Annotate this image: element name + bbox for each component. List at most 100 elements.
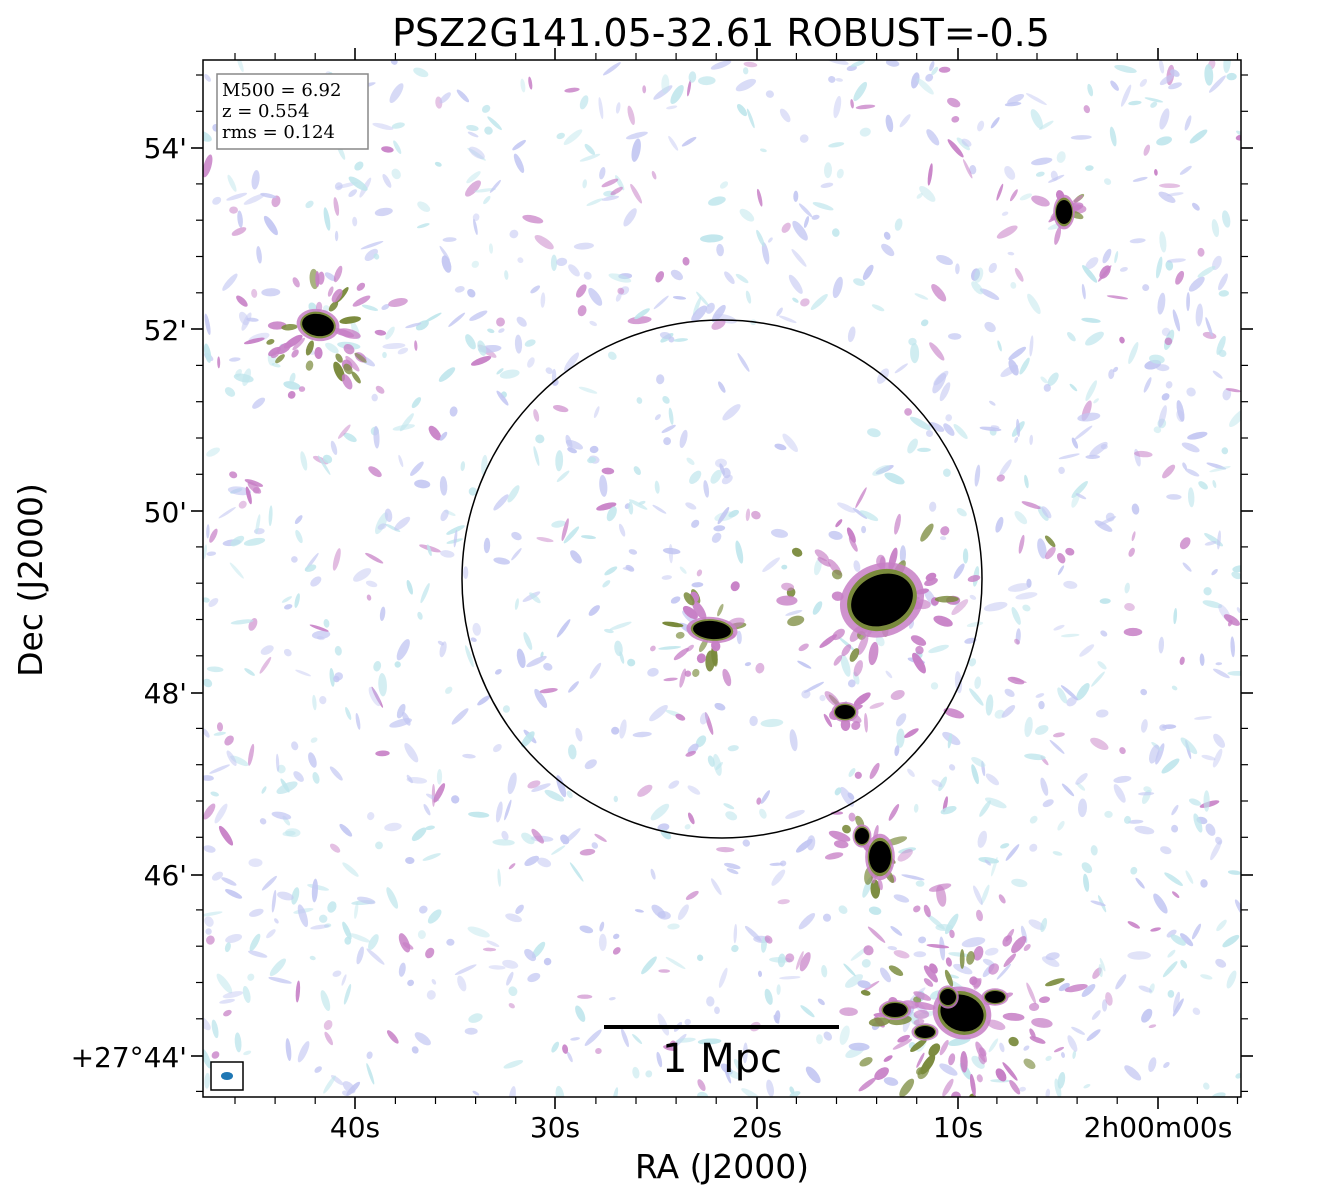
noise-blob [853,81,868,102]
noise-blob [242,368,251,387]
noise-blob [1106,295,1128,300]
noise-blob [971,756,986,768]
noise-blob [1208,75,1226,93]
noise-blob [566,790,573,799]
noise-blob [329,766,343,781]
noise-blob [540,292,546,308]
noise-blob [916,78,934,95]
noise-blob [670,596,681,604]
noise-blob [1198,481,1208,490]
source-halo [868,1017,890,1027]
source-halo [986,1019,1006,1031]
noise-blob [1029,1028,1036,1039]
source-halo [675,631,685,639]
source-halo [730,581,740,592]
noise-blob [1143,377,1152,393]
noise-blob [291,741,299,751]
noise-blob [1205,823,1216,836]
noise-blob [349,933,371,943]
noise-blob [287,391,296,399]
noise-blob [977,120,985,132]
noise-blob [1154,169,1158,176]
source-halo [898,1100,912,1118]
noise-blob [1155,256,1163,279]
noise-blob [460,461,466,472]
noise-blob [243,537,266,546]
noise-blob [573,242,594,250]
noise-blob [1164,872,1183,886]
noise-blob [483,537,491,554]
radio-sources [229,190,1088,1118]
noise-blob [343,984,352,1005]
noise-blob [767,237,773,243]
noise-blob [229,357,241,362]
noise-blob [1197,266,1216,278]
noise-blob [589,445,599,454]
noise-blob [314,1066,322,1073]
noise-blob [1134,450,1153,458]
noise-blob [971,764,979,785]
noise-blob [847,679,856,688]
noise-blob [417,201,431,212]
noise-blob [276,781,298,794]
noise-blob [717,507,730,525]
source-core [855,828,869,844]
noise-blob [764,935,773,944]
noise-blob [1077,412,1101,422]
noise-blob [222,991,244,999]
noise-blob [208,597,219,608]
noise-blob [1011,606,1021,625]
noise-blob [798,203,813,218]
beam-indicator [210,1061,244,1091]
noise-blob [310,737,318,743]
noise-blob [1127,921,1140,929]
noise-blob [979,288,1000,301]
source-halo [870,879,881,899]
source-halo [1029,1036,1046,1044]
noise-blob [1057,820,1065,831]
noise-blob [1004,165,1016,180]
noise-blob [1072,1050,1077,1059]
x-tick-label: 2h00m00s [1084,1111,1233,1144]
noise-blob [632,731,652,738]
noise-blob [1150,927,1161,932]
noise-blob [492,839,515,846]
noise-blob [536,537,554,543]
noise-blob [1165,381,1173,389]
noise-blob [1179,537,1191,550]
noise-blob [835,519,843,528]
noise-blob [356,896,376,905]
noise-blob [710,60,732,70]
noise-blob [1014,267,1024,282]
noise-blob [563,352,580,372]
noise-blob [700,234,724,243]
noise-blob [393,140,402,154]
noise-blob [1070,135,1092,140]
noise-blob [283,648,292,657]
source-halo [860,990,871,996]
source-halo [934,595,959,603]
noise-blob [516,316,527,327]
noise-blob [477,340,487,356]
noise-blob [1081,862,1093,874]
noise-blob [1216,919,1227,932]
noise-field [203,60,1241,1097]
noise-blob [1131,531,1136,542]
noise-blob [925,430,934,437]
source-halo [1038,996,1051,1003]
noise-blob [1075,773,1088,785]
source-halo [883,1055,893,1062]
noise-blob [1067,1035,1078,1052]
noise-blob [377,523,387,530]
noise-blob [243,1050,252,1056]
noise-blob [602,62,621,76]
noise-blob [999,1042,1005,1053]
noise-blob [948,333,962,340]
noise-blob [1131,503,1140,515]
noise-blob [544,789,565,802]
noise-blob [1204,64,1214,86]
noise-blob [366,594,372,601]
noise-blob [246,317,259,322]
noise-blob [823,713,833,728]
noise-blob [696,569,703,577]
